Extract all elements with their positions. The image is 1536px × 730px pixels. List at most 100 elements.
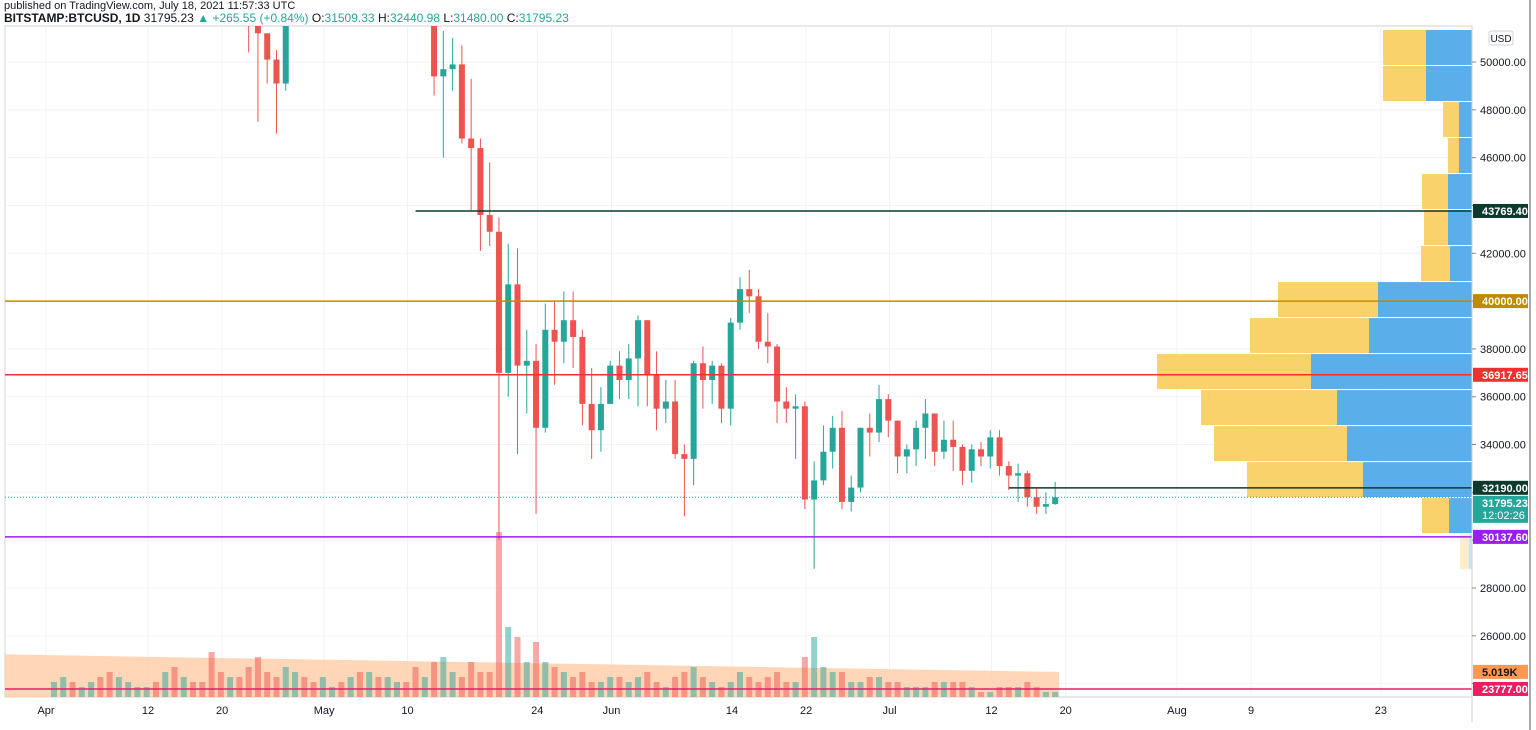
volume-profile-down-bar xyxy=(1247,462,1363,498)
candle-body xyxy=(885,399,892,421)
volume-profile-down-bar xyxy=(1424,210,1448,246)
candle-body xyxy=(570,320,577,337)
candle-body xyxy=(801,406,808,500)
volume-bar xyxy=(764,677,771,697)
volume-bar xyxy=(143,687,150,697)
volume-bar xyxy=(811,637,818,697)
volume-bar xyxy=(264,672,271,697)
volume-bar xyxy=(690,667,697,697)
volume-bar xyxy=(774,672,781,697)
current-price-label: 31795.23 xyxy=(1482,498,1528,510)
volume-bar xyxy=(162,672,169,697)
candle-body xyxy=(1015,473,1022,476)
low-label: L: xyxy=(443,11,454,25)
price-tick-label: 42000.00 xyxy=(1480,248,1526,260)
volume-profile-down-bar xyxy=(1448,138,1459,174)
volume-bar xyxy=(78,687,85,697)
candle-body xyxy=(458,64,465,139)
volume-bar xyxy=(301,677,308,697)
volume-bar xyxy=(495,532,502,697)
date-tick-label: 24 xyxy=(531,705,543,717)
high-label: H: xyxy=(377,11,390,25)
date-tick-label: 22 xyxy=(800,705,812,717)
date-tick-label: 20 xyxy=(216,705,228,717)
date-tick-label: 23 xyxy=(1375,705,1387,717)
candle-body xyxy=(1024,473,1031,498)
volume-bar xyxy=(384,677,391,697)
volume-bar xyxy=(968,687,975,697)
candle-body xyxy=(811,480,818,500)
volume-bar xyxy=(366,672,373,697)
volume-bar xyxy=(134,687,141,697)
volume-bar xyxy=(227,677,234,697)
volume-bar xyxy=(560,672,567,697)
price-tick-label: 34000.00 xyxy=(1480,440,1526,452)
volume-profile-up-bar xyxy=(1459,138,1472,174)
level-price-label: 32190.00 xyxy=(1482,483,1528,495)
volume-bar xyxy=(171,667,178,697)
candle-body xyxy=(635,320,642,359)
candle-body xyxy=(505,284,512,373)
volume-profile-down-bar xyxy=(1201,390,1337,426)
date-tick-label: May xyxy=(314,705,335,717)
candle-body xyxy=(774,346,781,402)
price-tick-label: 48000.00 xyxy=(1480,105,1526,117)
close-value: 31795.23 xyxy=(518,11,569,25)
volume-bar xyxy=(273,677,280,697)
price-tick-label: 26000.00 xyxy=(1480,631,1526,643)
price-tick-label: 50000.00 xyxy=(1480,57,1526,69)
volume-bar xyxy=(440,657,447,697)
volume-bar xyxy=(681,672,688,697)
candle-body xyxy=(922,413,929,428)
date-tick-label: Aug xyxy=(1167,705,1187,717)
volume-bar xyxy=(292,672,299,697)
volume-bar xyxy=(616,677,623,697)
candle-body xyxy=(468,138,475,149)
volume-profile-up-bar xyxy=(1448,210,1472,246)
volume-profile-up-bar xyxy=(1378,282,1472,318)
candle-body xyxy=(560,320,567,342)
candle-body xyxy=(625,358,632,380)
volume-bar xyxy=(718,687,725,697)
candle-body xyxy=(681,454,688,459)
date-tick-label: 12 xyxy=(142,705,154,717)
date-tick-label: Jul xyxy=(883,705,897,717)
candle-body xyxy=(495,231,502,373)
volume-bar xyxy=(801,657,808,697)
candle-body xyxy=(978,449,984,457)
volume-profile-down-bar xyxy=(1460,534,1469,570)
candle-body xyxy=(838,427,845,502)
level-price-label-bg xyxy=(1473,480,1528,495)
volume-bar xyxy=(523,662,530,697)
volume-profile-down-bar xyxy=(1278,282,1378,318)
candle-body xyxy=(551,329,558,342)
currency-badge xyxy=(1488,30,1514,46)
candle-body xyxy=(662,401,669,409)
level-price-label: 23777.00 xyxy=(1482,684,1528,696)
candle-body xyxy=(718,365,725,409)
volume-bar xyxy=(208,652,215,697)
candle-body xyxy=(514,284,521,366)
volume-bar xyxy=(913,687,920,697)
volume-profile-down-bar xyxy=(1443,102,1459,138)
volume-bar xyxy=(1033,687,1040,697)
volume-bar xyxy=(978,692,984,697)
up-arrow-icon: ▲ xyxy=(197,11,210,25)
candle-body xyxy=(542,329,549,428)
low-value: 31480.00 xyxy=(453,11,504,25)
candle-body xyxy=(727,322,734,409)
volume-bar xyxy=(644,672,651,697)
volume-profile-up-bar xyxy=(1347,426,1472,462)
candle-body xyxy=(1033,497,1040,507)
volume-bar xyxy=(486,672,493,697)
volume-bar xyxy=(579,672,586,697)
currency-label: USD xyxy=(1490,34,1511,45)
candle-body xyxy=(866,427,873,433)
candle-body xyxy=(709,365,716,380)
volume-bar xyxy=(635,677,642,697)
volume-bar xyxy=(115,677,122,697)
volume-bar xyxy=(431,662,438,697)
candle-body xyxy=(588,403,595,431)
candle-body xyxy=(431,26,438,77)
